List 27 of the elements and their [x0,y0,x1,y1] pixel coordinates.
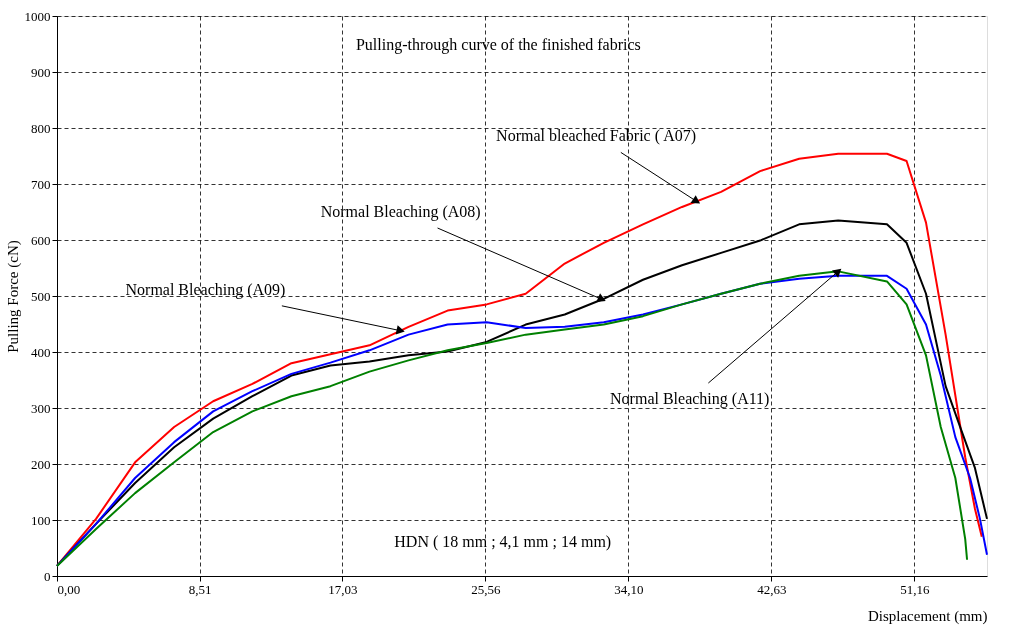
annotation: Normal Bleaching (A09) [125,280,286,299]
annotation: HDN ( 18 mm ; 4,1 mm ; 14 mm) [394,533,612,552]
x-tick-label: 0,00 [57,581,81,597]
x-tick-label: 17,03 [328,581,358,597]
x-tick-label: 25,56 [471,581,501,597]
y-tick-label: 200 [31,456,51,472]
x-tick-label: 34,10 [614,581,644,597]
x-axis-title: Displacement (mm) [867,607,988,625]
annotation: Normal Bleaching (A11) [610,390,770,409]
y-tick-label: 400 [31,344,51,360]
y-axis-title: Pulling Force (cN) [4,240,22,353]
x-tick-label: 42,63 [757,581,787,597]
y-tick-label: 300 [31,400,51,416]
line-series [56,152,983,567]
x-tick-label: 8,51 [188,581,212,597]
y-tick-label: 600 [31,232,51,248]
y-tick-label: 800 [31,120,51,136]
annotation: Normal Bleaching (A08) [320,203,481,221]
y-tick-label: 700 [31,176,51,192]
x-tick-label: 51,16 [900,581,930,597]
y-tick-label: 1000 [24,8,51,24]
y-tick-label: 900 [31,64,51,80]
y-tick-label: 100 [31,512,51,528]
annotation: Normal bleached Fabric ( A07) [496,127,697,146]
y-tick-label: 0 [44,568,51,584]
y-tick-label: 500 [31,288,51,304]
text: Pulling-through curve of the finished fabrics [355,35,641,54]
